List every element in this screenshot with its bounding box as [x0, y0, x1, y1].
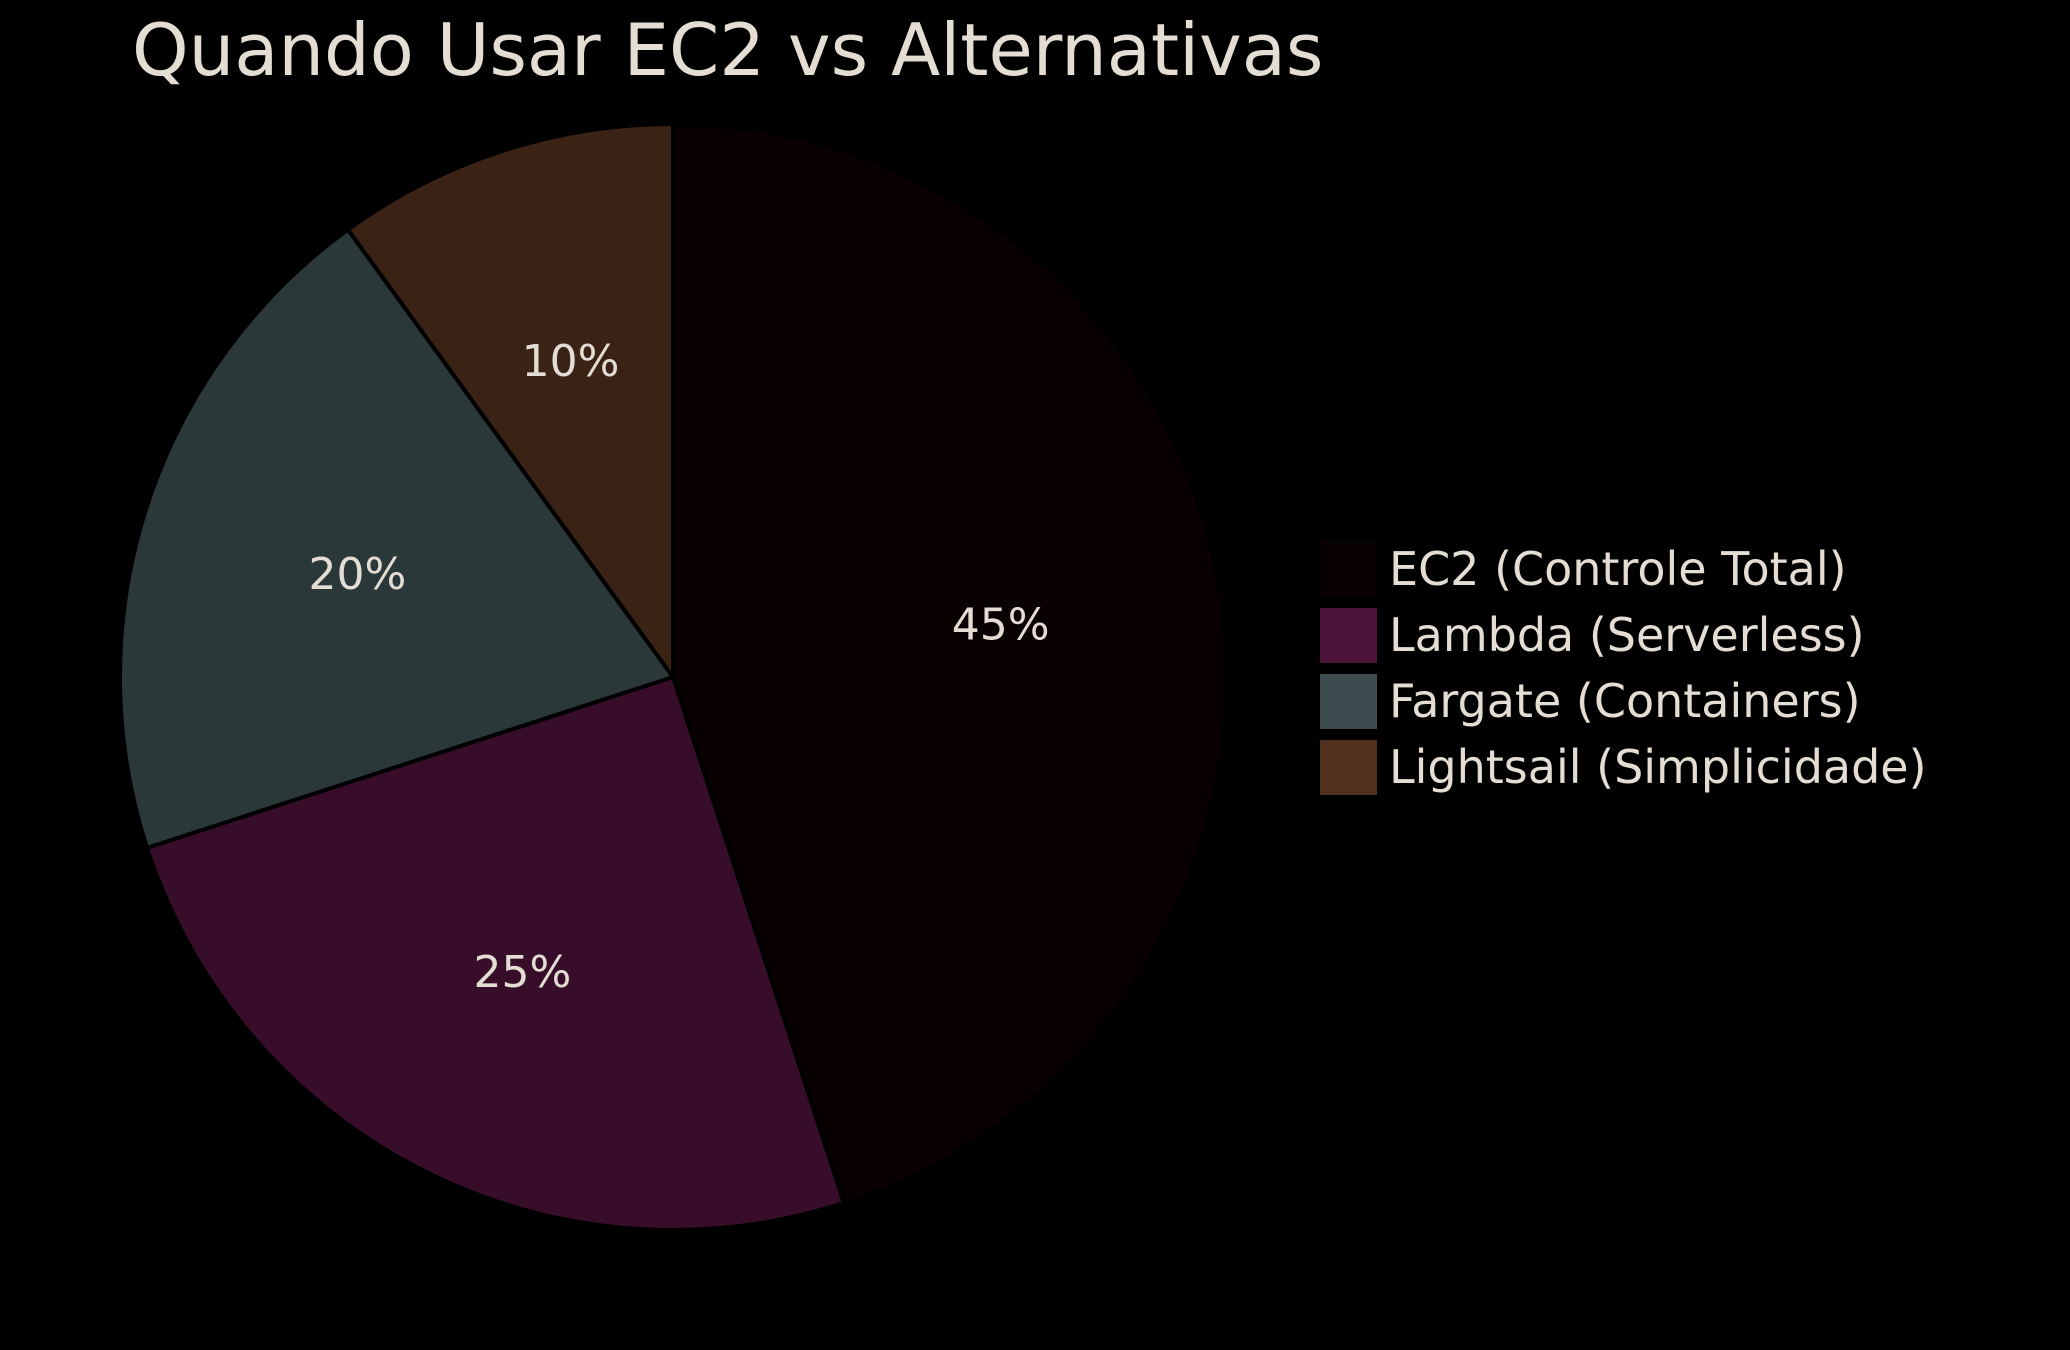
pie-slice-label-1: 45%: [952, 600, 1050, 651]
legend-swatch-3: [1320, 673, 1377, 729]
pie-slice-label-3: 20%: [309, 549, 407, 600]
legend-swatch-1: [1320, 541, 1377, 597]
legend-label-1: EC2 (Controle Total): [1389, 542, 1847, 596]
legend-swatch-2: [1320, 607, 1377, 663]
pie-slice-4: [345, 122, 675, 679]
pie-slice-label-4: 10%: [522, 336, 620, 387]
legend-item-3: Fargate (Containers): [1320, 668, 1927, 734]
legend-item-4: Lightsail (Simplicidade): [1320, 734, 1927, 800]
pie-slices: [118, 122, 1228, 1232]
legend-label-2: Lambda (Serverless): [1389, 608, 1865, 662]
pie-slice-3: [118, 227, 675, 850]
legend-swatch-4: [1320, 739, 1377, 795]
legend-item-2: Lambda (Serverless): [1320, 602, 1927, 668]
legend-item-1: EC2 (Controle Total): [1320, 536, 1927, 602]
pie-slice-1: [671, 122, 1228, 1205]
legend: EC2 (Controle Total) Lambda (Serverless) F…: [1320, 536, 1927, 800]
pie-slice-2: [145, 675, 846, 1232]
pie-slice-label-2: 25%: [474, 947, 572, 998]
legend-label-4: Lightsail (Simplicidade): [1389, 740, 1927, 794]
chart-title: Quando Usar EC2 vs Alternativas: [132, 8, 1324, 92]
pie-slice-labels: 45% 25% 20% 10%: [309, 336, 1050, 998]
legend-label-3: Fargate (Containers): [1389, 674, 1861, 728]
